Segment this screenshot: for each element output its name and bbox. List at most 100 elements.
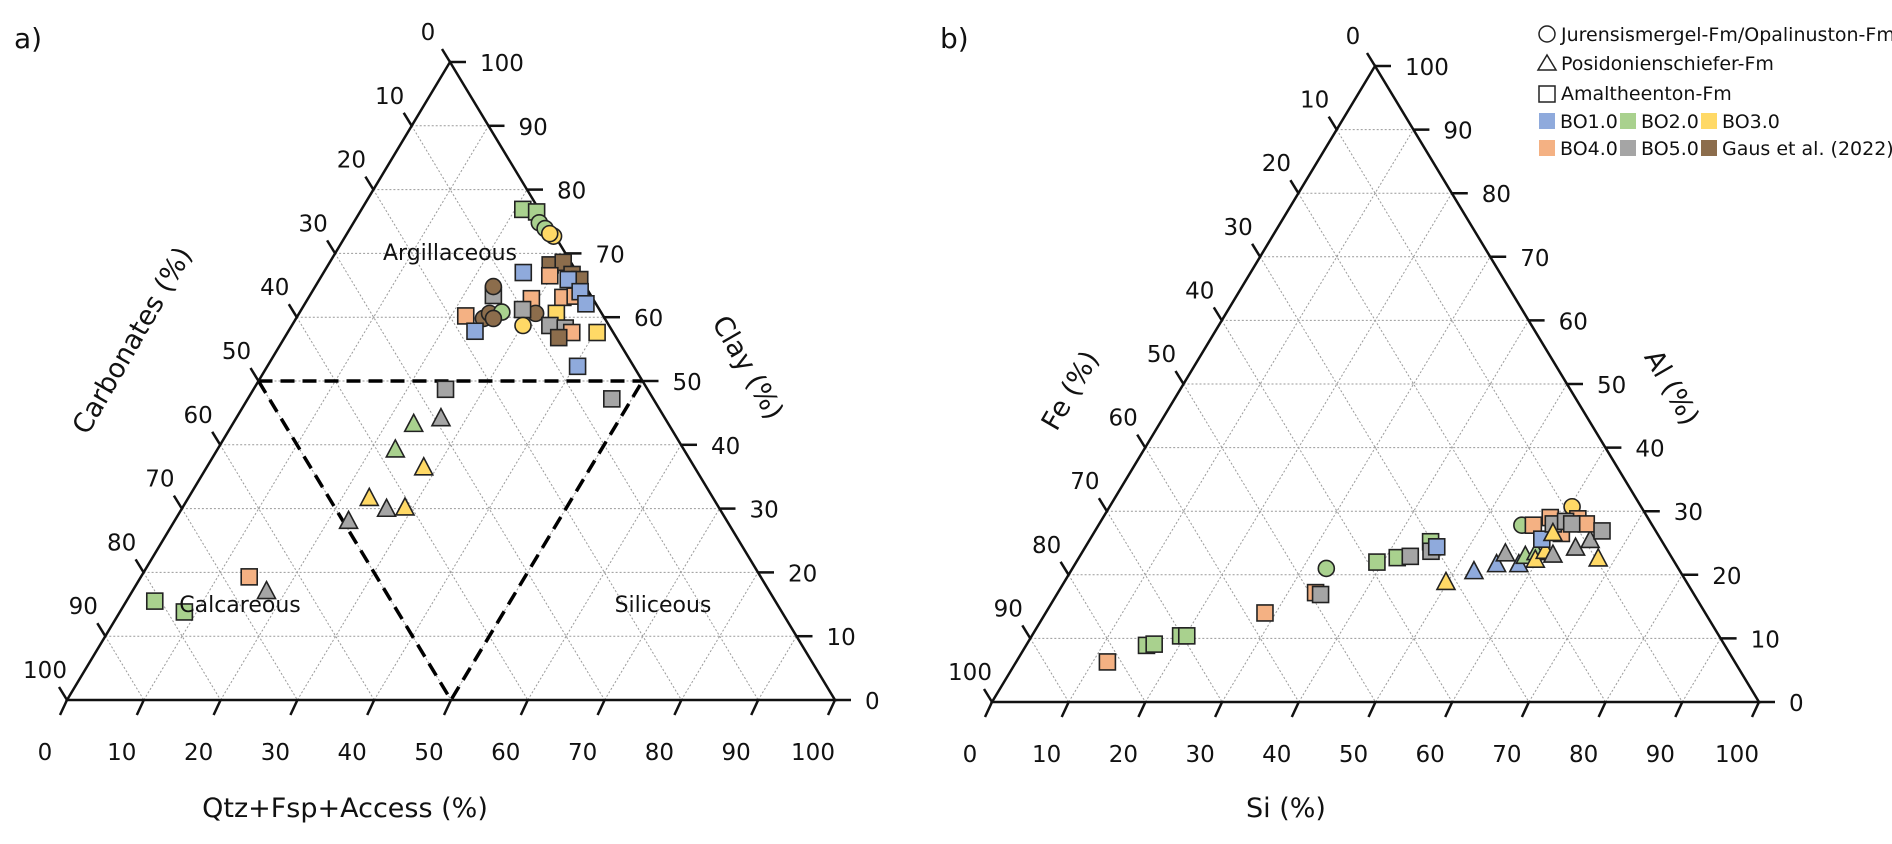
color-swatch-icon (1701, 113, 1717, 129)
data-point-square (1562, 515, 1581, 533)
tick-label-bottom: 100 (1715, 742, 1759, 768)
legend-item-dataset: BO4.0 (1539, 138, 1618, 160)
data-point-triangle (413, 456, 435, 476)
legend-item-dataset: BO3.0 (1701, 111, 1780, 133)
data-point-triangle (1435, 570, 1457, 591)
tick-label-left: 20 (1262, 151, 1291, 177)
tick-label-left: 50 (222, 339, 251, 365)
tick-mark (1021, 624, 1032, 640)
tick-mark (172, 494, 183, 510)
tick-mark (211, 431, 222, 446)
axis-title-left: Fe (%) (1036, 346, 1106, 436)
grid-line (1297, 192, 1607, 703)
tick-label-left: 90 (994, 596, 1023, 622)
tick-label-bottom: 0 (963, 742, 978, 768)
grid-line (1029, 638, 1070, 703)
grid-line (181, 508, 298, 701)
legend-label: Jurensismergel-Fm/Opalinuston-Fm (1560, 24, 1892, 46)
data-point-square (514, 263, 533, 282)
tick-label-left: 70 (145, 467, 174, 493)
tick-label-bottom: 70 (1492, 742, 1521, 768)
legend: Jurensismergel-Fm/Opalinuston-Fm Posidon… (1536, 24, 1892, 160)
tick-label-bottom: 90 (1646, 742, 1675, 768)
tick-mark (1136, 433, 1147, 449)
tick-mark (596, 699, 606, 716)
data-point-triangle (256, 579, 277, 600)
data-point-square (513, 300, 532, 319)
tick-label-bottom: 20 (184, 740, 213, 766)
axis-title-bottom: Si (%) (1246, 793, 1326, 824)
grid-line (1106, 510, 1223, 703)
tick-label-left: 30 (298, 211, 327, 237)
tick-label-bottom: 80 (1569, 742, 1598, 768)
data-point-square (436, 380, 455, 399)
data-point-triangle (1565, 536, 1586, 556)
color-swatch-icon (1539, 140, 1555, 156)
tick-label-left: 60 (1109, 406, 1138, 432)
legend-label: Amaltheenton-Fm (1561, 83, 1732, 105)
data-point-square (1145, 635, 1163, 653)
tick-mark (1060, 701, 1070, 718)
tick-label-bottom: 80 (645, 740, 674, 766)
legend-label: Gaus et al. (2022) (1722, 138, 1892, 160)
tick-label-right: 10 (827, 625, 856, 651)
tick-label-left: 40 (260, 275, 289, 301)
tick-mark (1174, 370, 1185, 385)
data-point-triangle (1463, 559, 1485, 580)
grid-line (1068, 129, 1414, 703)
tick-mark (1750, 701, 1761, 718)
tick-label-right: 80 (557, 179, 586, 205)
tick-label-right: 70 (1520, 246, 1549, 272)
tick-label-right: 100 (1405, 55, 1449, 81)
tick-label-right: 0 (865, 689, 880, 715)
data-point-triangle (384, 438, 406, 458)
grid-line (757, 635, 797, 701)
region-label-siliceous: Siliceous (615, 593, 712, 618)
data-point-triangle (1587, 547, 1609, 567)
data-point-triangle (1542, 543, 1564, 563)
data-point-circle (1317, 559, 1336, 578)
classification-boundaries (257, 379, 645, 704)
ternary-panel-b: 0 0 0 10 10 10 20 20 20 30 30 30 40 40 40 50 50 50 60 60 60 7… (940, 22, 1804, 824)
tick-mark (1251, 243, 1262, 258)
tick-label-left: 0 (421, 20, 436, 46)
legend-label: BO3.0 (1722, 111, 1780, 133)
data-point-square (1577, 515, 1596, 533)
axis-title-right: Clay (%) (705, 311, 789, 425)
legend-item-amaltheenton: Amaltheenton-Fm (1538, 83, 1732, 105)
data-point-square (1098, 653, 1117, 671)
tick-label-left: 10 (1300, 88, 1329, 114)
tick-label-right: 90 (519, 115, 548, 141)
tick-label-bottom: 10 (1032, 742, 1061, 768)
tick-label-bottom: 10 (107, 740, 136, 766)
data-point-circle (514, 316, 532, 335)
grid-line (1375, 383, 1568, 703)
tick-mark (1097, 497, 1108, 512)
region-label-argillaceous: Argillaceous (383, 241, 517, 266)
data-point-square (540, 266, 559, 285)
legend-label: Posidonienschiefer-Fm (1561, 53, 1774, 75)
tick-label-left: 80 (107, 530, 136, 556)
tick-mark (249, 367, 260, 382)
legend-label: BO1.0 (1560, 111, 1618, 133)
tick-mark (442, 699, 453, 716)
tick-mark (1367, 701, 1377, 718)
tick-label-right: 80 (1482, 182, 1511, 208)
grid-lines (1029, 129, 1722, 703)
circle-icon (1538, 25, 1556, 43)
grid-line (1259, 256, 1530, 703)
tick-mark (402, 112, 413, 127)
data-point-square (466, 322, 484, 341)
tick-label-right: 60 (1559, 309, 1588, 335)
grid-line (296, 253, 566, 701)
grid-line (219, 444, 375, 701)
grid-line (1183, 383, 1376, 703)
grid-line (680, 572, 759, 701)
legend-label: BO4.0 (1560, 138, 1618, 160)
legend-item-dataset: BO2.0 (1620, 111, 1699, 133)
tick-mark (750, 699, 760, 716)
ternary-panel-a: 0 0 0 10 10 10 20 20 20 30 30 30 40 40 40 50 50 50 60 60 60 7… (14, 20, 880, 824)
tick-mark (1137, 701, 1147, 718)
tick-label-left: 40 (1185, 278, 1214, 304)
